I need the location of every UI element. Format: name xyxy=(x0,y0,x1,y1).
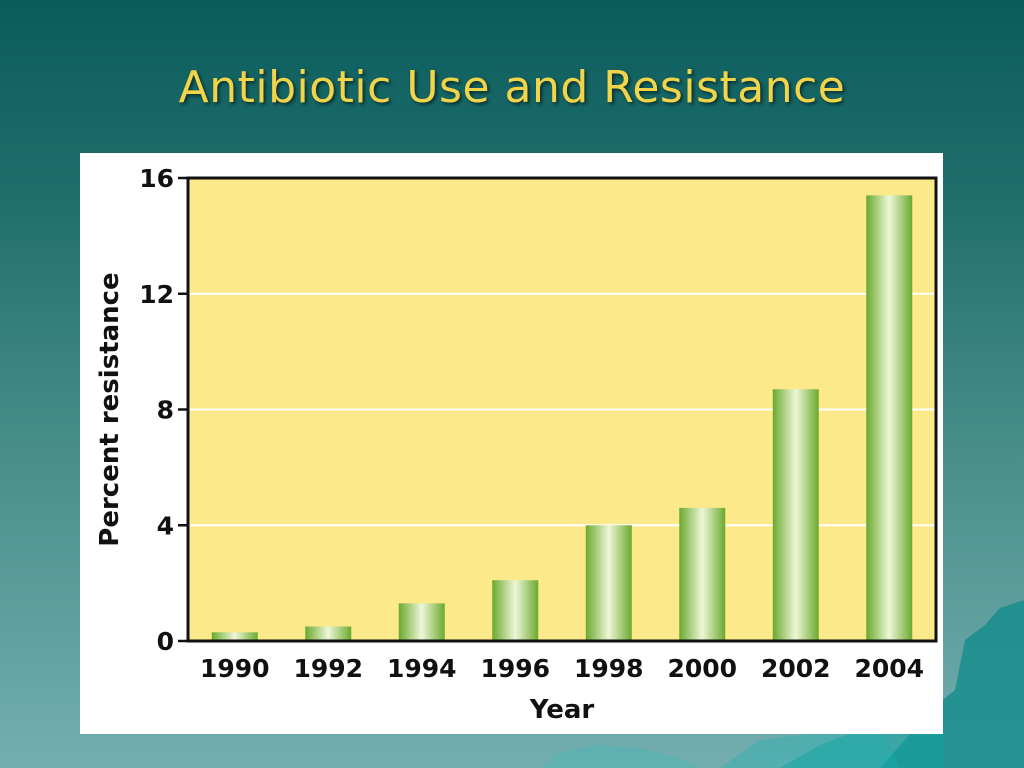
y-tick-label: 8 xyxy=(157,396,174,425)
bar-2002 xyxy=(772,389,819,641)
y-tick-label: 12 xyxy=(139,280,174,309)
x-tick-label: 2002 xyxy=(761,654,831,683)
y-tick-label: 16 xyxy=(139,164,174,193)
bar-1994 xyxy=(398,603,445,641)
x-axis-title: Year xyxy=(529,695,595,725)
bar-1998 xyxy=(585,525,632,641)
x-tick-label: 1994 xyxy=(387,654,457,683)
bar-1990 xyxy=(211,632,258,641)
bars xyxy=(211,195,913,642)
bar-1996 xyxy=(492,580,539,641)
y-tick-label: 0 xyxy=(157,627,174,656)
slide-title: Antibiotic Use and Resistance xyxy=(178,62,846,113)
x-tick-label: 2000 xyxy=(667,654,737,683)
y-axis-title: Percent resistance xyxy=(95,272,125,546)
bar-chart: 0 4 8 12 16 1990 1992 1994 1996 1998 2000 2002 2004… xyxy=(95,164,938,725)
bar-2000 xyxy=(679,507,726,641)
bar-1992 xyxy=(305,626,352,641)
chart-panel: 0 4 8 12 16 1990 1992 1994 1996 1998 2000 2002 2004… xyxy=(80,153,943,734)
y-tick-label: 4 xyxy=(157,511,174,540)
x-tick-label: 1990 xyxy=(200,654,270,683)
y-tick-labels: 0 4 8 12 16 xyxy=(139,164,188,656)
x-tick-label: 1996 xyxy=(480,654,550,683)
bar-2004 xyxy=(866,195,913,642)
x-tick-label: 2004 xyxy=(854,654,924,683)
x-tick-label: 1998 xyxy=(574,654,644,683)
x-tick-label: 1992 xyxy=(293,654,363,683)
x-tick-labels: 1990 1992 1994 1996 1998 2000 2002 2004 xyxy=(200,654,924,683)
